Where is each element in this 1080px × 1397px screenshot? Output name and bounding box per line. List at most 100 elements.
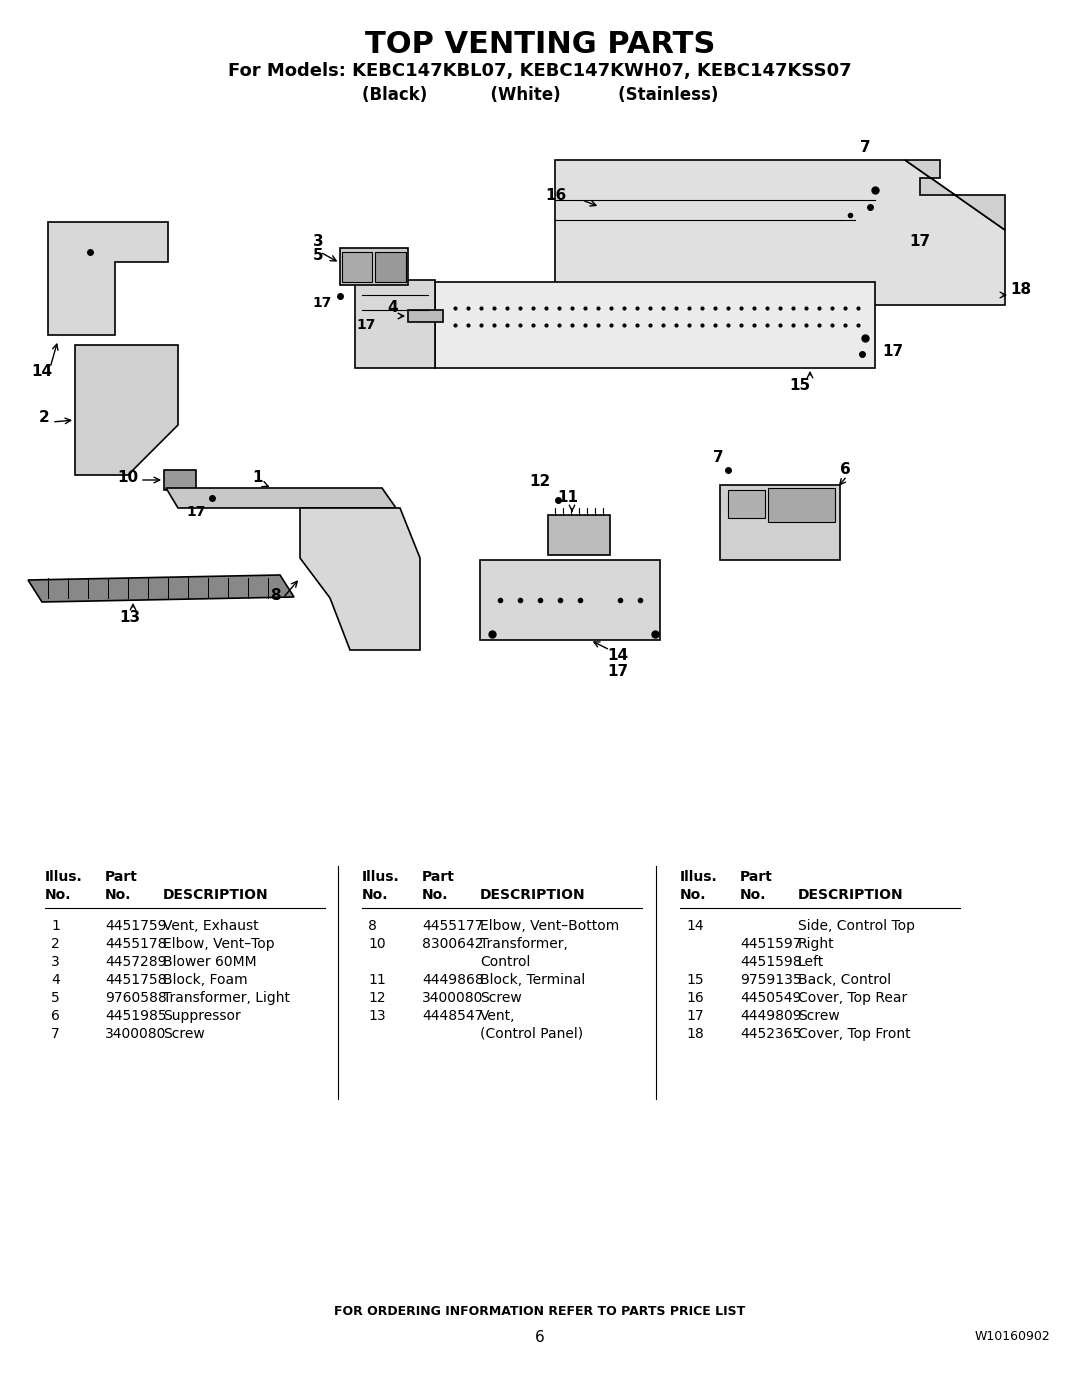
- Text: 3: 3: [313, 235, 323, 250]
- Text: 11: 11: [368, 972, 386, 986]
- Text: Left: Left: [798, 954, 824, 968]
- Text: 16: 16: [686, 990, 704, 1004]
- Text: (Control Panel): (Control Panel): [480, 1027, 583, 1041]
- Text: 4450549: 4450549: [740, 990, 801, 1004]
- Text: Vent,: Vent,: [480, 1009, 515, 1023]
- Text: 7: 7: [860, 141, 870, 155]
- Text: Right: Right: [798, 937, 835, 951]
- Text: 6: 6: [535, 1330, 545, 1345]
- Text: TOP VENTING PARTS: TOP VENTING PARTS: [365, 29, 715, 59]
- Text: 4451597: 4451597: [740, 937, 801, 951]
- Text: 4449809: 4449809: [740, 1009, 801, 1023]
- Text: 2: 2: [39, 411, 50, 426]
- Text: Suppressor: Suppressor: [163, 1009, 241, 1023]
- Text: 3400080: 3400080: [105, 1027, 166, 1041]
- Polygon shape: [768, 488, 835, 522]
- Text: 1: 1: [253, 469, 264, 485]
- Text: 14: 14: [607, 648, 629, 664]
- Text: 18: 18: [686, 1027, 704, 1041]
- Text: 13: 13: [368, 1009, 386, 1023]
- Text: 14: 14: [686, 919, 704, 933]
- Text: 16: 16: [545, 187, 567, 203]
- Text: 4449868: 4449868: [422, 972, 484, 986]
- Text: 10: 10: [368, 937, 386, 951]
- Text: No.: No.: [105, 888, 132, 902]
- Text: 5: 5: [51, 990, 59, 1004]
- Text: 17: 17: [187, 504, 205, 520]
- Text: 12: 12: [368, 990, 386, 1004]
- Text: 4: 4: [388, 300, 399, 316]
- Text: 10: 10: [118, 471, 138, 486]
- Polygon shape: [355, 279, 435, 367]
- Polygon shape: [75, 345, 178, 475]
- Polygon shape: [300, 509, 420, 650]
- Text: 15: 15: [789, 377, 811, 393]
- Text: 17: 17: [909, 235, 931, 250]
- Text: Side, Control Top: Side, Control Top: [798, 919, 915, 933]
- Text: 11: 11: [557, 490, 579, 506]
- Text: DESCRIPTION: DESCRIPTION: [480, 888, 585, 902]
- Polygon shape: [480, 560, 660, 640]
- Text: Illus.: Illus.: [45, 870, 83, 884]
- Text: FOR ORDERING INFORMATION REFER TO PARTS PRICE LIST: FOR ORDERING INFORMATION REFER TO PARTS …: [335, 1305, 745, 1317]
- Text: No.: No.: [45, 888, 71, 902]
- Text: 6: 6: [840, 462, 851, 478]
- Text: Screw: Screw: [798, 1009, 840, 1023]
- Text: 15: 15: [686, 972, 704, 986]
- Polygon shape: [905, 161, 1005, 231]
- Text: 4451985: 4451985: [105, 1009, 166, 1023]
- Text: Block, Foam: Block, Foam: [163, 972, 247, 986]
- Text: Elbow, Vent–Top: Elbow, Vent–Top: [163, 937, 274, 951]
- Text: 6: 6: [51, 1009, 59, 1023]
- Text: 2: 2: [51, 937, 59, 951]
- Text: 17: 17: [882, 345, 903, 359]
- Text: 17: 17: [312, 296, 332, 310]
- Polygon shape: [48, 222, 168, 335]
- Text: Screw: Screw: [480, 990, 522, 1004]
- Polygon shape: [342, 251, 372, 282]
- Text: 4: 4: [51, 972, 59, 986]
- Polygon shape: [166, 488, 396, 509]
- Text: 4455178: 4455178: [105, 937, 166, 951]
- Polygon shape: [375, 251, 406, 282]
- Polygon shape: [435, 282, 875, 367]
- Text: Cover, Top Rear: Cover, Top Rear: [798, 990, 907, 1004]
- Text: Back, Control: Back, Control: [798, 972, 891, 986]
- Polygon shape: [720, 485, 840, 560]
- Text: 18: 18: [1010, 282, 1031, 298]
- Text: Block, Terminal: Block, Terminal: [480, 972, 585, 986]
- Text: 4455177: 4455177: [422, 919, 484, 933]
- Text: 13: 13: [120, 610, 140, 626]
- Polygon shape: [555, 161, 1005, 326]
- Text: Illus.: Illus.: [362, 870, 400, 884]
- Text: 4451598: 4451598: [740, 954, 801, 968]
- Text: Illus.: Illus.: [680, 870, 718, 884]
- Text: 8: 8: [270, 588, 281, 604]
- Text: No.: No.: [740, 888, 767, 902]
- Text: 7: 7: [713, 450, 724, 465]
- Polygon shape: [340, 249, 408, 285]
- Text: Elbow, Vent–Bottom: Elbow, Vent–Bottom: [480, 919, 619, 933]
- Polygon shape: [728, 490, 765, 518]
- Text: Part: Part: [105, 870, 138, 884]
- Text: 8300642: 8300642: [422, 937, 484, 951]
- Text: 4448547: 4448547: [422, 1009, 484, 1023]
- Text: Blower 60MM: Blower 60MM: [163, 954, 257, 968]
- Text: For Models: KEBC147KBL07, KEBC147KWH07, KEBC147KSS07: For Models: KEBC147KBL07, KEBC147KWH07, …: [228, 61, 852, 80]
- Text: 1: 1: [51, 919, 59, 933]
- Text: 4457289: 4457289: [105, 954, 166, 968]
- Text: 8: 8: [368, 919, 377, 933]
- Text: No.: No.: [680, 888, 706, 902]
- Text: 3400080: 3400080: [422, 990, 484, 1004]
- Text: No.: No.: [362, 888, 389, 902]
- Text: Transformer,: Transformer,: [480, 937, 568, 951]
- Polygon shape: [548, 515, 610, 555]
- Text: DESCRIPTION: DESCRIPTION: [163, 888, 269, 902]
- Text: 4451758: 4451758: [105, 972, 166, 986]
- Text: 3: 3: [51, 954, 59, 968]
- Text: 4451759: 4451759: [105, 919, 166, 933]
- Text: Transformer, Light: Transformer, Light: [163, 990, 291, 1004]
- Text: DESCRIPTION: DESCRIPTION: [798, 888, 904, 902]
- Text: Cover, Top Front: Cover, Top Front: [798, 1027, 910, 1041]
- Text: Control: Control: [480, 954, 530, 968]
